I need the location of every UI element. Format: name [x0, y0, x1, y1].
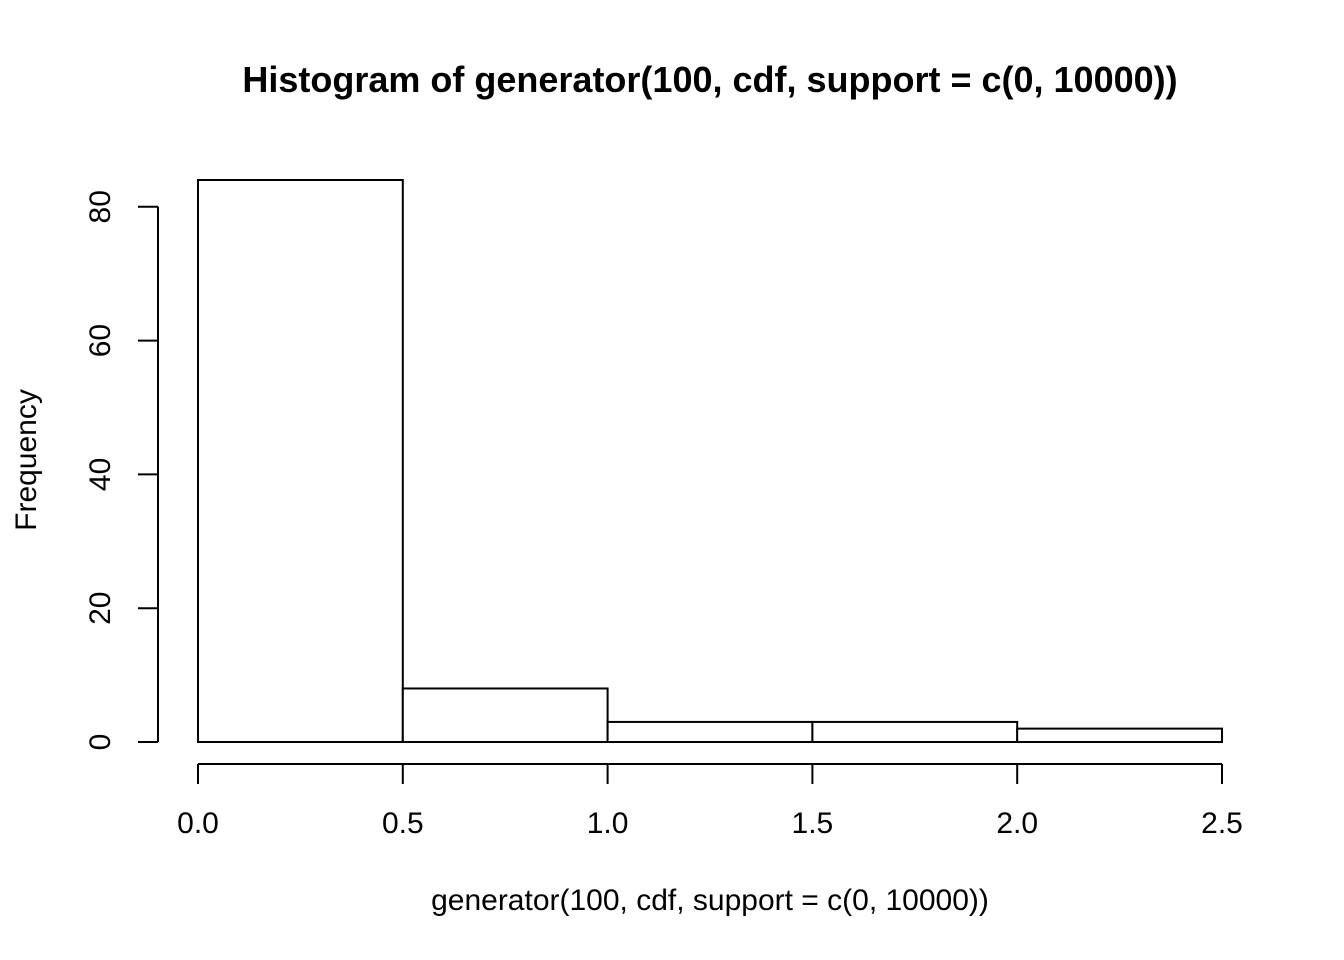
- bars-group: [197, 179, 1224, 744]
- y-axis: 0 20 40 60 80: [84, 190, 159, 751]
- y-tick-label: 80: [84, 190, 117, 223]
- histogram-bar-1: [401, 687, 609, 744]
- x-tick-label: 0.0: [177, 807, 219, 840]
- x-tick-label: 0.5: [382, 807, 424, 840]
- x-tick-label: 2.0: [996, 807, 1038, 840]
- histogram-bar-2: [606, 720, 814, 744]
- x-tick-label: 1.0: [587, 807, 629, 840]
- y-tick-label: 60: [84, 324, 117, 357]
- chart-title: Histogram of generator(100, cdf, support…: [242, 59, 1177, 100]
- y-tick-label: 20: [84, 592, 117, 625]
- x-axis-label: generator(100, cdf, support = c(0, 10000…: [431, 884, 989, 917]
- y-tick-label: 40: [84, 458, 117, 491]
- histogram-bar-3: [811, 720, 1019, 744]
- x-tick-label: 1.5: [792, 807, 834, 840]
- x-tick-label: 2.5: [1201, 807, 1243, 840]
- histogram-bar-0: [197, 179, 404, 743]
- histogram-bar-4: [1016, 727, 1224, 743]
- y-tick-label: 0: [84, 734, 117, 751]
- x-axis: 0.0 0.5 1.0 1.5 2.0 2.5: [177, 763, 1243, 840]
- y-axis-label: Frequency: [10, 389, 43, 531]
